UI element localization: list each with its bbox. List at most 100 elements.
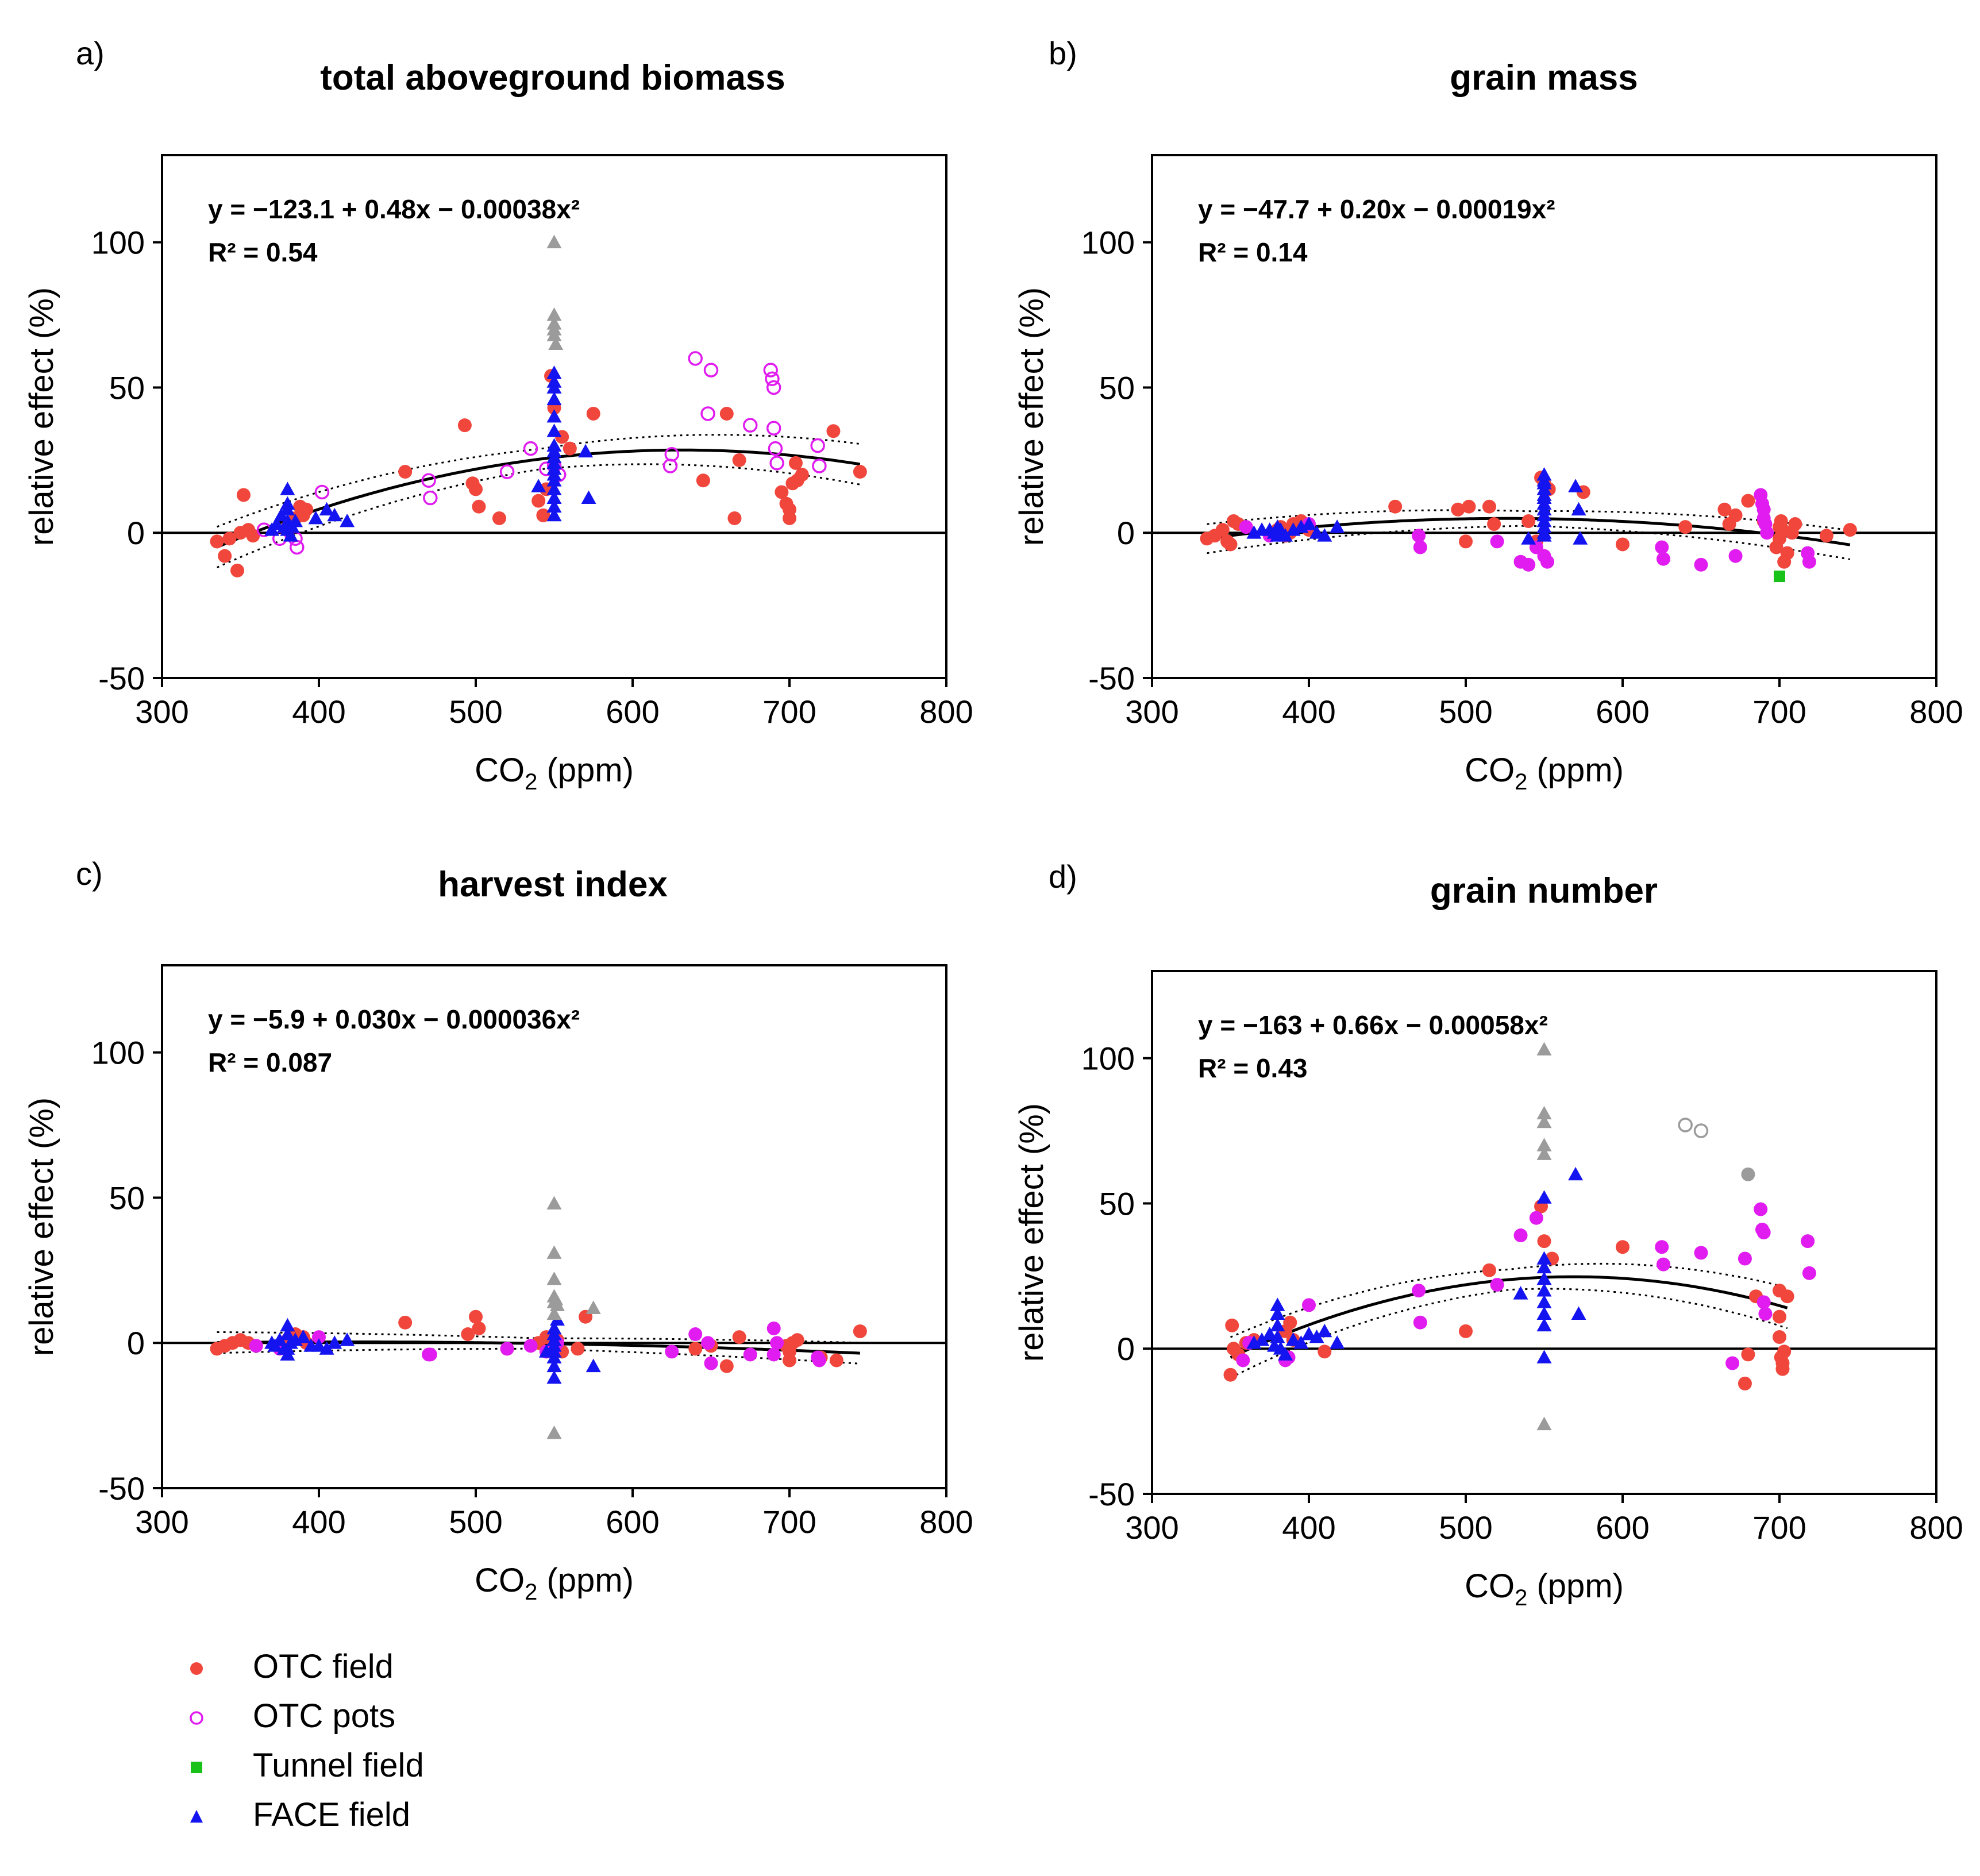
data-point-otc_field — [1537, 1234, 1551, 1249]
x-axis-label: CO2 (ppm) — [1465, 1567, 1624, 1611]
r-squared: R² = 0.54 — [208, 237, 318, 267]
data-point-otc_pots — [1529, 1211, 1543, 1225]
data-point-face_field — [340, 514, 355, 527]
chart-title: grain number — [1430, 871, 1658, 911]
x-tick-label: 800 — [1909, 1509, 1963, 1546]
data-point-excluded — [546, 328, 562, 341]
data-point-excluded — [1678, 1118, 1693, 1132]
x-axis-label: CO2 (ppm) — [1465, 752, 1624, 795]
x-axis-label-unit: (ppm) — [1527, 752, 1624, 789]
plot-frame — [161, 964, 947, 1489]
data-point-otc_field — [1678, 520, 1693, 534]
data-point-excluded — [585, 1300, 601, 1314]
data-point-excluded — [546, 307, 562, 321]
y-axis-label: relative effect (%) — [1013, 1103, 1050, 1362]
x-axis-label: CO2 (ppm) — [475, 752, 634, 795]
data-point-otc_field — [1773, 1330, 1786, 1344]
data-point-otc_field — [1462, 499, 1476, 514]
data-point-face_field — [1293, 1335, 1309, 1349]
data-point-otc_pots — [1655, 540, 1669, 554]
x-tick-label: 600 — [1596, 694, 1649, 730]
data-point-otc_pots — [499, 464, 515, 479]
plot-frame — [1151, 970, 1937, 1495]
y-tick-label: 0 — [1117, 1331, 1135, 1367]
data-point-otc_pots — [1412, 1284, 1426, 1298]
data-point-face_field — [546, 444, 562, 458]
data-point-face_field — [280, 1318, 295, 1332]
x-axis-label-sub: 2 — [1515, 1585, 1527, 1611]
data-point-face_field — [1571, 1306, 1586, 1320]
data-point-face_field — [546, 507, 562, 522]
data-point-otc_pots — [1239, 520, 1253, 534]
x-tick-label: 700 — [1752, 1509, 1806, 1546]
x-axis-label: CO2 (ppm) — [475, 1562, 634, 1605]
data-point-face_field — [1285, 1332, 1301, 1346]
data-point-face_field — [585, 1358, 601, 1373]
data-point-face_field — [1536, 1295, 1552, 1308]
x-tick-label: 700 — [762, 694, 816, 730]
x-tick-label: 700 — [1752, 694, 1806, 730]
data-point-face_field — [311, 1338, 326, 1352]
data-point-otc_field — [469, 1309, 483, 1324]
x-tick-label: 600 — [606, 694, 659, 730]
data-point-otc_field — [1780, 546, 1794, 560]
data-point-otc_field — [1482, 1263, 1496, 1277]
data-point-otc_field — [230, 563, 245, 577]
data-point-face_field — [340, 1332, 355, 1346]
data-point-otc_field — [1451, 502, 1465, 517]
data-point-otc_field — [826, 424, 841, 438]
data-point-otc_pots — [421, 473, 436, 488]
y-tick-label: 100 — [1081, 1041, 1135, 1077]
data-point-otc_pots — [1756, 1295, 1771, 1309]
data-point-otc_field — [829, 1353, 843, 1367]
data-point-otc_pots — [768, 441, 783, 456]
x-axis-label-sub: 2 — [1515, 769, 1527, 795]
r-squared: R² = 0.087 — [208, 1047, 332, 1077]
data-point-otc_field — [1215, 523, 1230, 537]
data-point-otc_pots — [1412, 529, 1426, 543]
data-point-otc_pots — [704, 1356, 718, 1370]
data-point-face_field — [1317, 1323, 1332, 1338]
data-point-otc_field — [563, 441, 577, 456]
data-point-face_field — [546, 481, 562, 495]
data-point-face_field — [1568, 1166, 1584, 1181]
x-axis-label-main: CO — [475, 752, 525, 789]
data-point-excluded — [1536, 1146, 1552, 1160]
data-point-face_field — [327, 507, 342, 522]
y-tick-label: 0 — [127, 1325, 145, 1361]
data-point-otc_pots — [1760, 526, 1774, 540]
x-tick-label: 600 — [606, 1504, 659, 1540]
data-point-otc_field — [457, 418, 472, 433]
data-point-face_field — [1317, 528, 1332, 542]
regression-equation: y = −123.1 + 0.48x − 0.00038x² — [208, 194, 580, 224]
data-point-otc_pots — [810, 438, 825, 453]
data-point-otc_field — [531, 494, 546, 508]
data-point-otc_field — [1728, 508, 1743, 522]
data-point-otc_field — [1775, 1362, 1790, 1376]
data-point-face_field — [1278, 528, 1293, 542]
y-tick-label: -50 — [98, 660, 145, 696]
panel-label: c) — [76, 856, 103, 892]
data-point-face_field — [1536, 1271, 1552, 1285]
data-point-otc_pots — [314, 484, 330, 500]
data-point-otc_field — [236, 488, 251, 502]
data-point-otc_pots — [688, 1327, 703, 1342]
data-point-otc_pots — [812, 459, 827, 473]
data-point-otc_pots — [1802, 554, 1816, 569]
legend: OTC field OTC pots Tunnel field FACE field — [190, 1648, 424, 1833]
data-point-otc_pots — [523, 441, 538, 456]
data-point-face_field — [1330, 1335, 1345, 1349]
x-tick-label: 400 — [292, 694, 345, 730]
data-point-face_field — [1270, 1318, 1285, 1332]
data-point-otc_field — [696, 473, 710, 488]
y-axis-label: relative effect (%) — [23, 1097, 60, 1356]
data-point-face_field — [1536, 490, 1552, 504]
data-point-excluded — [1536, 1042, 1552, 1056]
legend-label: FACE field — [253, 1796, 410, 1833]
data-point-excluded — [1536, 1416, 1552, 1431]
x-tick-label: 400 — [1282, 694, 1335, 730]
y-tick-label: 100 — [91, 1035, 145, 1071]
x-axis-label-main: CO — [1465, 752, 1515, 789]
